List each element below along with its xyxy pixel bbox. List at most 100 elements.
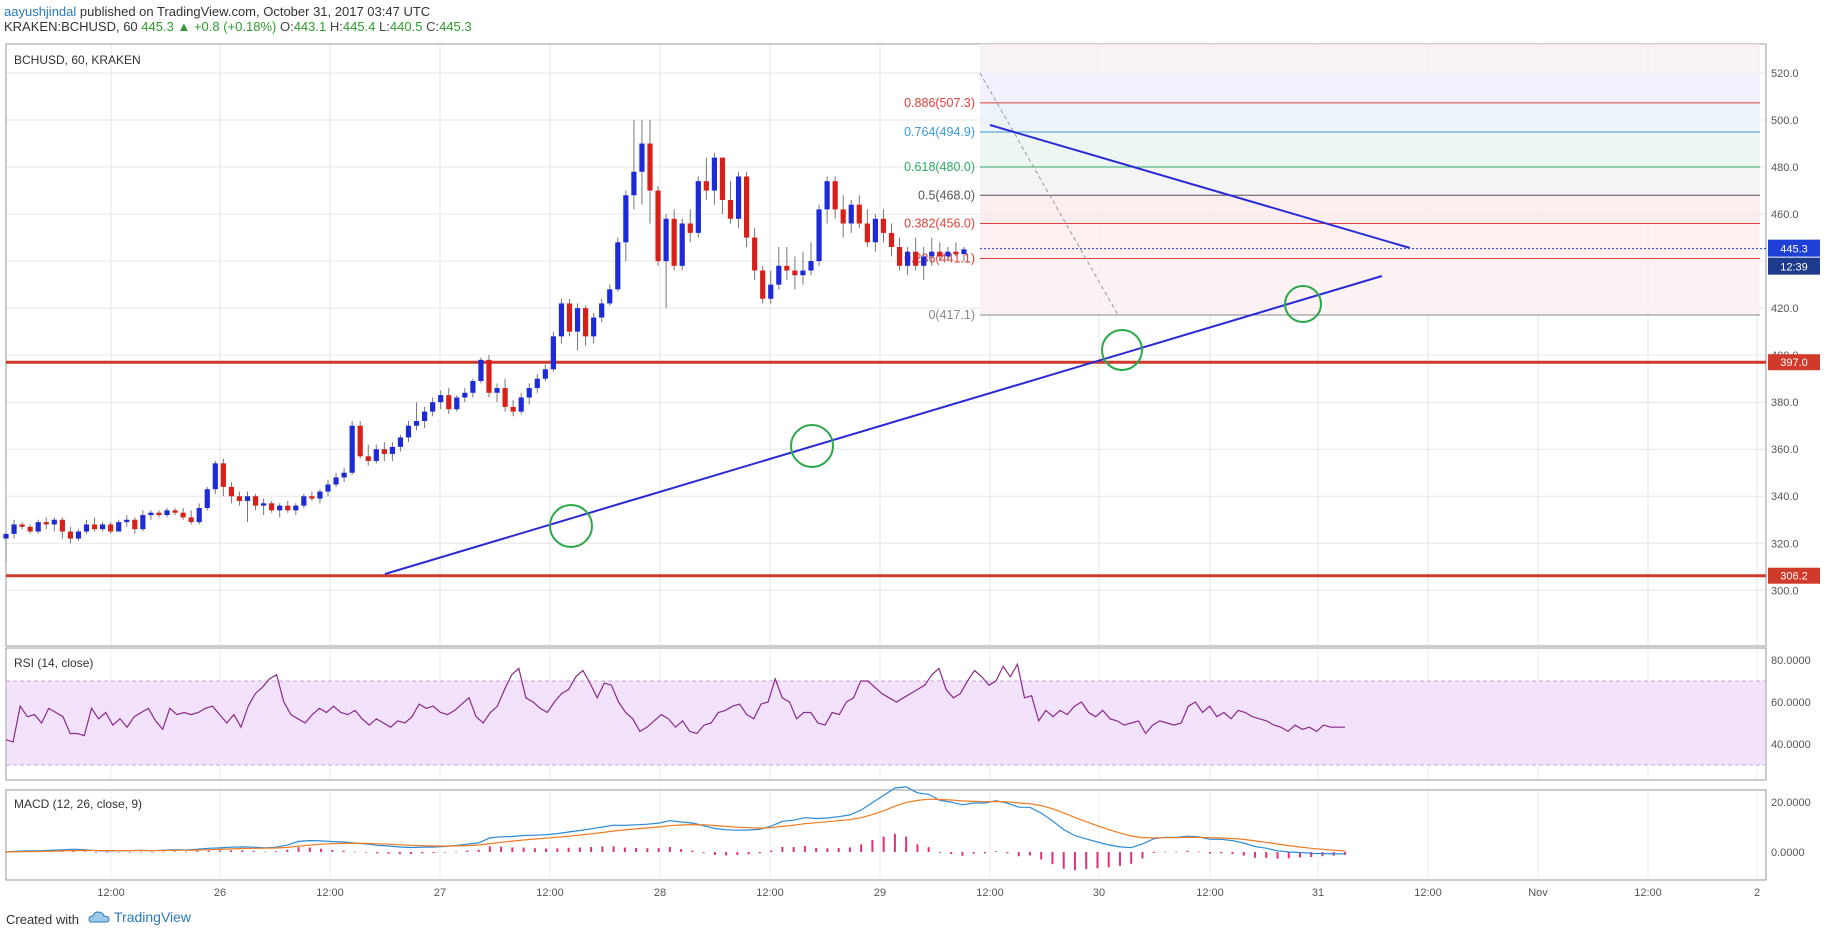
macd-histogram-bar	[387, 852, 390, 854]
macd-histogram-bar	[455, 851, 458, 853]
fibonacci-retracement[interactable]: 0.886(507.3) 0.764(494.9) 0.618(480.0) 0.5(…	[904, 72, 1760, 322]
time-tick-label: 12:00	[97, 887, 125, 899]
chart-title: BCHUSD, 60, KRAKEN	[14, 53, 141, 67]
macd-histogram-bar	[1298, 852, 1301, 858]
candle-body	[744, 176, 750, 238]
candle-body	[768, 284, 774, 299]
candle-body	[494, 388, 500, 393]
macd-histogram-bar	[286, 849, 289, 852]
candle-body	[631, 171, 637, 196]
candle-body	[719, 157, 726, 200]
candle-body	[518, 397, 524, 412]
macd-histogram-bar	[938, 852, 941, 853]
candle-body	[896, 247, 903, 266]
macd-histogram-bar	[185, 851, 188, 853]
fib-band	[980, 223, 1760, 259]
macd-histogram-bar	[151, 852, 154, 853]
created-with-label: Created with	[6, 912, 79, 927]
candle-body	[261, 503, 267, 506]
macd-histogram-bar	[83, 851, 86, 852]
time-tick-label: 12:00	[1196, 887, 1224, 899]
chart-canvas[interactable]: 0.886(507.3) 0.764(494.9) 0.618(480.0) 0.5(…	[0, 0, 1824, 904]
candle-body	[776, 265, 782, 285]
macd-histogram-bar	[1062, 852, 1065, 869]
trendlines[interactable]	[384, 124, 1411, 575]
candle-body	[212, 463, 218, 490]
macd-histogram-bar	[1073, 852, 1076, 871]
macd-histogram-bar	[1276, 852, 1279, 859]
macd-histogram-bar	[792, 847, 795, 852]
macd-histogram-bar	[590, 847, 593, 852]
time-axis[interactable]: 12:00 26 12:00 27 12:00 28 12:00 29 12:00 30 12:00…	[97, 887, 1760, 899]
macd-histogram-bar	[736, 852, 739, 856]
macd-histogram-bar	[837, 848, 840, 852]
candle-body	[888, 232, 895, 248]
fib-band	[980, 195, 1760, 224]
macd-histogram-bar	[1175, 851, 1178, 853]
candle-body	[309, 496, 315, 499]
macd-histogram-bar	[308, 847, 311, 852]
highlight-circle	[549, 504, 593, 548]
published-info: published on TradingView.com, October 31…	[79, 4, 431, 19]
candle-body	[100, 524, 106, 530]
open-value: 443.1	[293, 19, 327, 34]
low-label: L:	[379, 19, 390, 34]
time-tick-label: 29	[874, 887, 886, 899]
candle-body	[679, 223, 685, 266]
macd-histogram-bar	[117, 851, 120, 853]
descending-trendline[interactable]	[989, 124, 1411, 249]
author-link[interactable]: aayushjindal	[4, 4, 77, 19]
macd-histogram-bar	[1220, 852, 1223, 854]
candle-body	[67, 531, 73, 539]
candles	[3, 120, 967, 563]
fib-level-label: 0.886(507.3)	[904, 96, 975, 110]
macd-histogram-bar	[162, 851, 165, 853]
low-value: 440.5	[389, 19, 423, 34]
countdown-tag-text: 12:39	[1780, 262, 1808, 274]
macd-histogram-bar	[1051, 852, 1054, 865]
macd-histogram-bar	[1344, 852, 1346, 855]
macd-histogram-bar	[320, 848, 323, 852]
candle-body	[83, 524, 90, 532]
candle-body	[19, 524, 25, 527]
macd-histogram-bar	[871, 839, 874, 852]
candle-body	[880, 218, 887, 233]
candle-body	[293, 505, 299, 511]
macd-histogram-bar	[1028, 852, 1031, 856]
ascending-trendline[interactable]	[384, 275, 1383, 575]
level-price-tag-text: 306.2	[1780, 571, 1808, 583]
rsi-axis-label: 40.0000	[1771, 739, 1811, 751]
macd-histogram-bar	[905, 836, 908, 852]
macd-histogram-bar	[657, 848, 660, 852]
candle-body	[808, 261, 814, 271]
candle-body	[945, 251, 951, 257]
symbol-label: KRAKEN:BCHUSD, 60	[4, 19, 138, 34]
fib-level-label: 0.5(468.0)	[918, 188, 975, 202]
macd-histogram-bar	[432, 852, 435, 854]
candle-body	[51, 519, 57, 525]
macd-histogram-bar	[848, 847, 851, 852]
macd-histogram-bar	[376, 852, 379, 854]
rsi-line	[5, 662, 1345, 743]
macd-histogram-bar	[702, 852, 705, 853]
level-price-tag	[1768, 354, 1820, 371]
price-axis[interactable]: 520.0500.0480.0460.0440.0420.0400.0380.0…	[980, 68, 1820, 597]
horizontal-levels[interactable]	[6, 360, 1766, 578]
macd-histogram-bar	[803, 846, 806, 852]
macd-histogram-bar	[1287, 852, 1290, 859]
macd-histogram-bar	[815, 847, 818, 852]
countdown-tag	[1768, 257, 1820, 275]
candle-body	[840, 209, 846, 224]
candle-body	[3, 533, 9, 539]
macd-axis-label: 0.0000	[1771, 847, 1805, 859]
tradingview-cloud-icon	[88, 911, 110, 923]
fib-level-label: 0.618(480.0)	[904, 160, 975, 174]
tradingview-brand[interactable]: TradingView	[88, 909, 191, 925]
macd-histogram-bar	[365, 852, 368, 853]
macd-histogram-bar	[511, 847, 514, 852]
candle-body	[277, 505, 283, 511]
candle-body	[558, 303, 565, 337]
candle-body	[75, 531, 82, 539]
macd-axis-label: 20.0000	[1771, 797, 1811, 809]
macd-histogram-bar	[466, 850, 469, 852]
